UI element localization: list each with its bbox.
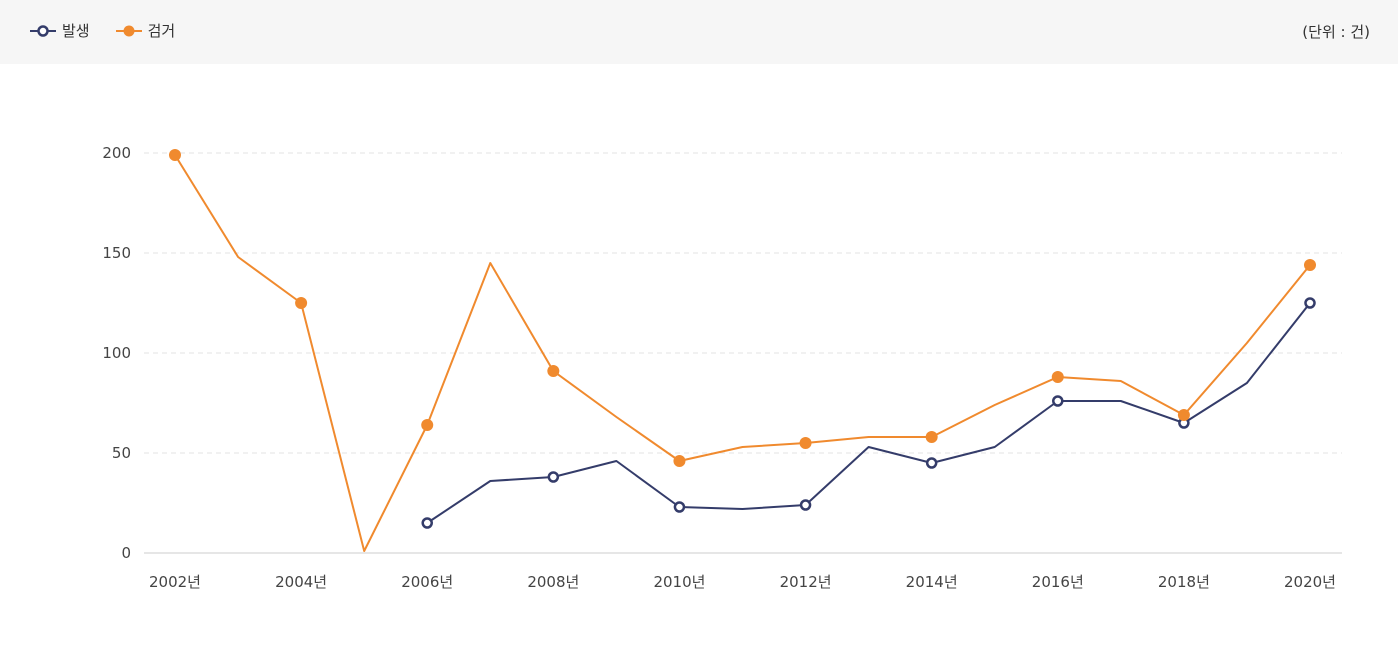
series-line-1 — [174, 154, 1311, 552]
x-tick-label-2012: 2012년 — [780, 573, 832, 591]
unit-label: (단위 : 건) — [1302, 23, 1370, 41]
legend-bar: 발생 검거 (단위 : 건) — [0, 0, 1398, 64]
data-point-s0-2008 — [547, 471, 560, 483]
y-tick-label-100: 100 — [102, 344, 131, 362]
data-point-s0-2016 — [1052, 395, 1064, 407]
data-point-s1-2004 — [295, 297, 308, 309]
data-point-s1-2002 — [169, 149, 181, 161]
y-tick-label-50: 50 — [112, 444, 131, 462]
legend-item-occurrence[interactable]: 발생 — [30, 20, 90, 41]
data-point-s0-2006 — [421, 517, 433, 529]
series-line-0 — [426, 302, 1311, 524]
data-point-s0-2020 — [1304, 297, 1316, 309]
x-tick-label-2006: 2006년 — [401, 573, 453, 591]
data-point-s1-2012 — [799, 437, 812, 449]
series-layer — [169, 149, 1316, 552]
x-tick-label-2004: 2004년 — [275, 573, 327, 591]
data-point-s1-2018 — [1177, 409, 1190, 421]
grid-layer — [144, 152, 1342, 454]
y-tick-label-200: 200 — [102, 144, 131, 162]
legend-label-occurrence: 발생 — [62, 22, 90, 40]
x-tick-label-2002: 2002년 — [149, 573, 201, 591]
legend-label-arrest: 검거 — [147, 22, 176, 40]
x-tick-label-2008: 2008년 — [527, 573, 579, 591]
data-point-s1-2014 — [925, 431, 938, 443]
data-point-s0-2012 — [799, 499, 812, 511]
line-chart: 0 50 100 150 200 2002년 2004년 2006년 2008년 2010년 201… — [102, 144, 1342, 591]
y-tick-label-0: 0 — [121, 544, 131, 562]
data-point-s0-2010 — [673, 501, 686, 513]
x-tick-label-2020: 2020년 — [1284, 573, 1336, 591]
data-point-s1-2006 — [421, 419, 434, 431]
data-point-s1-2010 — [673, 455, 686, 467]
legend: 발생 검거 — [30, 20, 201, 41]
legend-item-arrest[interactable]: 검거 — [115, 20, 176, 41]
legend-marker-occurrence-icon — [30, 24, 56, 37]
x-tick-label-2018: 2018년 — [1158, 573, 1210, 591]
axis-layer: 0 50 100 150 200 2002년 2004년 2006년 2008년 2010년 201… — [102, 144, 1342, 591]
x-tick-label-2010: 2010년 — [653, 573, 705, 591]
data-point-s1-2008 — [547, 365, 560, 377]
x-tick-label-2016: 2016년 — [1032, 573, 1084, 591]
data-point-s0-2014 — [925, 457, 938, 469]
data-point-s1-2020 — [1304, 259, 1316, 271]
data-point-s1-2016 — [1051, 371, 1064, 383]
y-tick-label-150: 150 — [102, 244, 131, 262]
x-tick-label-2014: 2014년 — [906, 573, 958, 591]
legend-marker-arrest-icon — [115, 25, 142, 36]
